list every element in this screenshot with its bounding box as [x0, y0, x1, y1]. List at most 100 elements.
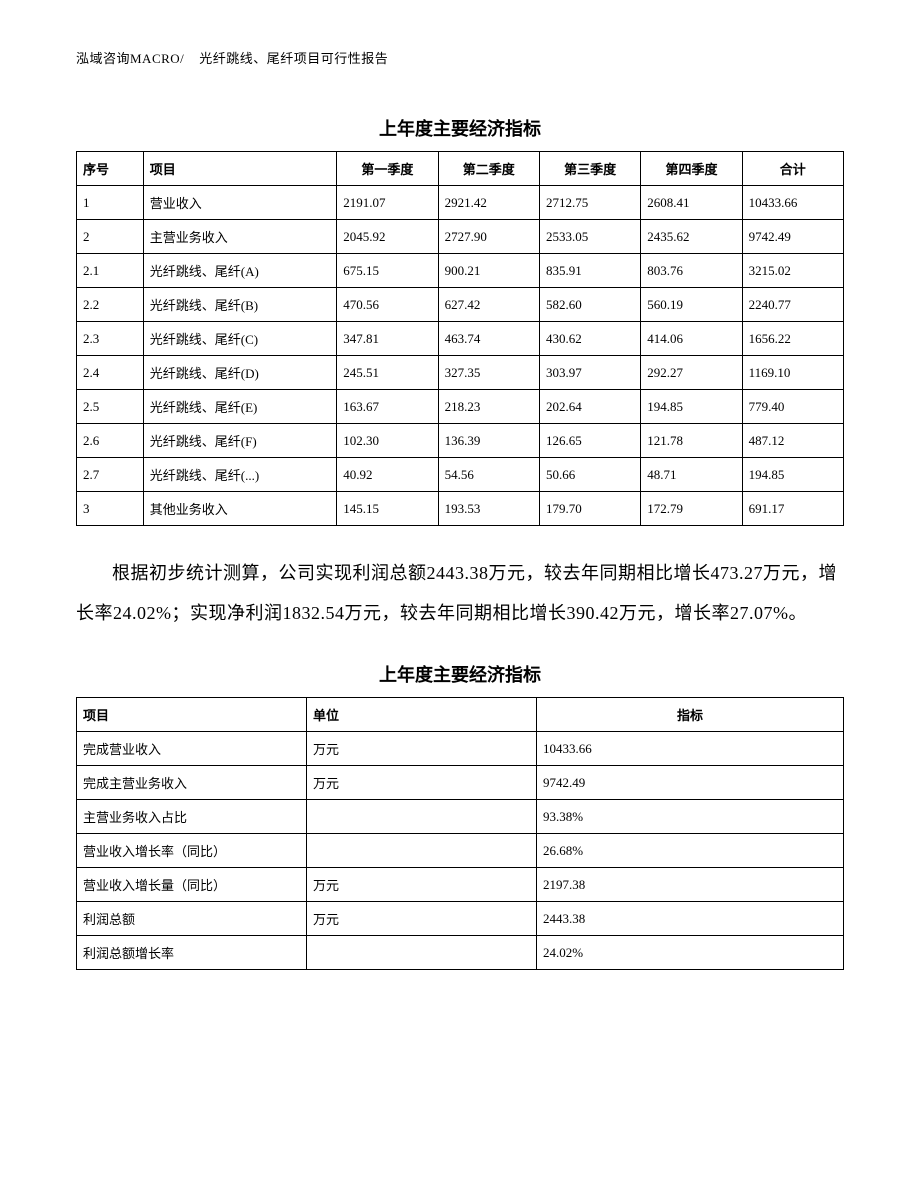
table-cell: 2533.05 [539, 220, 640, 254]
quarterly-table: 序号 项目 第一季度 第二季度 第三季度 第四季度 合计 1营业收入2191.0… [76, 151, 844, 526]
table-cell: 2.5 [77, 390, 144, 424]
table-cell: 利润总额 [77, 902, 307, 936]
table-cell: 172.79 [641, 492, 742, 526]
section1-title: 上年度主要经济指标 [76, 115, 844, 141]
table-cell: 利润总额增长率 [77, 936, 307, 970]
table-cell: 303.97 [539, 356, 640, 390]
col-indic: 指标 [537, 698, 844, 732]
table-cell: 327.35 [438, 356, 539, 390]
table-cell: 2197.38 [537, 868, 844, 902]
table-cell: 414.06 [641, 322, 742, 356]
table-cell: 光纤跳线、尾纤(...) [143, 458, 336, 492]
col-q2: 第二季度 [438, 152, 539, 186]
table-cell: 194.85 [641, 390, 742, 424]
table-cell: 1169.10 [742, 356, 843, 390]
table-cell: 2.3 [77, 322, 144, 356]
table-cell: 3215.02 [742, 254, 843, 288]
table-cell: 营业收入 [143, 186, 336, 220]
table-cell: 2.1 [77, 254, 144, 288]
table-cell: 163.67 [337, 390, 438, 424]
table-cell: 121.78 [641, 424, 742, 458]
table-cell: 其他业务收入 [143, 492, 336, 526]
table-cell: 2.6 [77, 424, 144, 458]
table-cell: 24.02% [537, 936, 844, 970]
col-q3: 第三季度 [539, 152, 640, 186]
table-cell: 万元 [307, 868, 537, 902]
col-q1: 第一季度 [337, 152, 438, 186]
table-cell: 万元 [307, 766, 537, 800]
table-row: 1营业收入2191.072921.422712.752608.4110433.6… [77, 186, 844, 220]
header-report-title: 光纤跳线、尾纤项目可行性报告 [199, 51, 388, 66]
table-cell: 2608.41 [641, 186, 742, 220]
table-cell: 292.27 [641, 356, 742, 390]
col-item2: 项目 [77, 698, 307, 732]
table-row: 主营业务收入占比93.38% [77, 800, 844, 834]
page-header: 泓域咨询MACRO/ 光纤跳线、尾纤项目可行性报告 [76, 48, 844, 67]
table-cell: 691.17 [742, 492, 843, 526]
table-cell: 145.15 [337, 492, 438, 526]
table-cell: 40.92 [337, 458, 438, 492]
table-row: 2.7光纤跳线、尾纤(...)40.9254.5650.6648.71194.8… [77, 458, 844, 492]
table-cell: 194.85 [742, 458, 843, 492]
table-cell: 完成营业收入 [77, 732, 307, 766]
col-seq: 序号 [77, 152, 144, 186]
table-cell: 光纤跳线、尾纤(B) [143, 288, 336, 322]
table-header-row: 项目 单位 指标 [77, 698, 844, 732]
table-cell: 营业收入增长量（同比） [77, 868, 307, 902]
table-cell: 2.4 [77, 356, 144, 390]
table-cell: 470.56 [337, 288, 438, 322]
table-cell: 627.42 [438, 288, 539, 322]
table-cell: 560.19 [641, 288, 742, 322]
table-cell: 9742.49 [537, 766, 844, 800]
table-cell: 光纤跳线、尾纤(C) [143, 322, 336, 356]
table-cell: 光纤跳线、尾纤(F) [143, 424, 336, 458]
table-cell: 光纤跳线、尾纤(A) [143, 254, 336, 288]
col-unit: 单位 [307, 698, 537, 732]
table-cell: 179.70 [539, 492, 640, 526]
table-cell: 万元 [307, 902, 537, 936]
table-cell: 2712.75 [539, 186, 640, 220]
table-row: 利润总额增长率 24.02% [77, 936, 844, 970]
table-cell: 779.40 [742, 390, 843, 424]
table-cell: 2435.62 [641, 220, 742, 254]
col-item: 项目 [143, 152, 336, 186]
table-cell: 900.21 [438, 254, 539, 288]
table-cell: 2191.07 [337, 186, 438, 220]
table-cell: 48.71 [641, 458, 742, 492]
table-row: 2.1光纤跳线、尾纤(A)675.15900.21835.91803.76321… [77, 254, 844, 288]
table-row: 完成营业收入万元10433.66 [77, 732, 844, 766]
table-cell: 193.53 [438, 492, 539, 526]
table-cell: 10433.66 [742, 186, 843, 220]
table-cell: 347.81 [337, 322, 438, 356]
table-cell [307, 834, 537, 868]
table-cell: 2.2 [77, 288, 144, 322]
table-cell: 218.23 [438, 390, 539, 424]
table-cell: 430.62 [539, 322, 640, 356]
table-cell: 光纤跳线、尾纤(D) [143, 356, 336, 390]
table-cell: 2443.38 [537, 902, 844, 936]
table-cell: 26.68% [537, 834, 844, 868]
table-cell: 2727.90 [438, 220, 539, 254]
table-cell: 1656.22 [742, 322, 843, 356]
table-cell [307, 936, 537, 970]
table-row: 营业收入增长率（同比）26.68% [77, 834, 844, 868]
col-q4: 第四季度 [641, 152, 742, 186]
table-cell: 50.66 [539, 458, 640, 492]
summary-paragraph: 根据初步统计测算，公司实现利润总额2443.38万元，较去年同期相比增长473.… [76, 554, 844, 633]
table-row: 2.6光纤跳线、尾纤(F)102.30136.39126.65121.78487… [77, 424, 844, 458]
table-row: 2.3光纤跳线、尾纤(C)347.81463.74430.62414.06165… [77, 322, 844, 356]
table-cell: 102.30 [337, 424, 438, 458]
table-cell: 487.12 [742, 424, 843, 458]
table-cell: 2 [77, 220, 144, 254]
table-cell: 803.76 [641, 254, 742, 288]
table-row: 2.2光纤跳线、尾纤(B)470.56627.42582.60560.19224… [77, 288, 844, 322]
table-cell: 9742.49 [742, 220, 843, 254]
table-cell: 主营业务收入 [143, 220, 336, 254]
table-cell: 光纤跳线、尾纤(E) [143, 390, 336, 424]
header-company: 泓域咨询MACRO/ [76, 51, 184, 66]
table-row: 2.5光纤跳线、尾纤(E)163.67218.23202.64194.85779… [77, 390, 844, 424]
table-cell: 3 [77, 492, 144, 526]
table-cell: 463.74 [438, 322, 539, 356]
table-row: 2主营业务收入2045.922727.902533.052435.629742.… [77, 220, 844, 254]
table-cell: 2921.42 [438, 186, 539, 220]
